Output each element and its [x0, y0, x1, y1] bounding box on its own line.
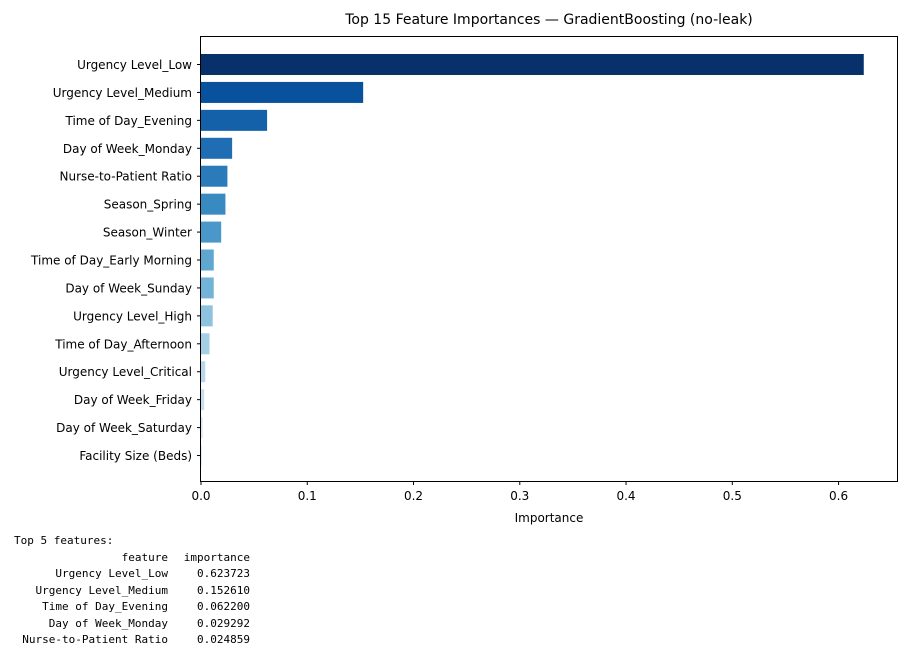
y-tick-label: Season_Spring	[104, 198, 192, 212]
bar	[201, 333, 210, 355]
y-tick-label: Urgency Level_High	[73, 309, 192, 323]
console-row: Nurse-to-Patient Ratio 0.024859	[14, 632, 250, 649]
bar	[201, 361, 206, 383]
feature-importance-chart: Top 15 Feature Importances — GradientBoo…	[30, 12, 898, 525]
y-tick-label: Nurse-to-Patient Ratio	[60, 170, 193, 184]
console-importance: 0.062200	[197, 600, 250, 613]
bar	[201, 445, 203, 467]
console-feature: Day of Week_Monday	[48, 616, 168, 630]
x-tick-label: 0.2	[404, 489, 423, 503]
console-output: Top 5 features: feature importance Urgency …	[14, 533, 250, 649]
bar	[201, 137, 233, 159]
x-ticks: 0.0 0.1 0.2 0.3 0.4 0.5 0.6	[191, 481, 848, 503]
console-importance: 0.152610	[197, 583, 250, 597]
y-tick-label: Time of Day_Afternoon	[54, 337, 192, 351]
x-tick-label: 0.3	[510, 489, 529, 503]
console-row: Urgency Level_Low 0.623723	[14, 566, 250, 583]
bar	[201, 389, 205, 411]
bar	[201, 109, 268, 131]
x-tick-label: 0.5	[723, 489, 742, 503]
y-tick-label: Season_Winter	[103, 226, 192, 240]
console-row: Day of Week_Monday 0.029292	[14, 616, 250, 633]
plot-frame	[200, 36, 898, 482]
console-feature: Urgency Level_Medium	[35, 583, 168, 597]
bar	[201, 305, 213, 327]
console-importance: 0.024859	[197, 633, 250, 646]
x-axis-label: Importance	[515, 511, 584, 525]
bar	[201, 165, 228, 187]
bar	[201, 81, 364, 103]
bar	[201, 54, 864, 75]
console-importance: 0.029292	[197, 616, 250, 630]
x-tick-label: 0.6	[829, 489, 848, 503]
x-tick-label: 0.0	[191, 489, 210, 503]
y-tick-label: Day of Week_Sunday	[65, 281, 192, 295]
y-tick-label: Time of Day_Early Morning	[30, 254, 192, 268]
column-header-feature: feature	[121, 550, 168, 564]
y-tick-label: Urgency Level_Critical	[59, 365, 192, 379]
bar	[201, 417, 203, 439]
y-tick-label: Day of Week_Monday	[63, 142, 192, 156]
chart-title: Top 15 Feature Importances — GradientBoo…	[344, 12, 753, 28]
console-heading: Top 5 features:	[14, 534, 114, 547]
console-row: Time of Day_Evening 0.062200	[14, 599, 250, 616]
bar	[201, 277, 214, 299]
column-header-importance: importance	[183, 550, 250, 564]
y-tick-label: Urgency Level_Medium	[53, 86, 192, 100]
console-row: Urgency Level_Medium 0.152610	[14, 583, 250, 600]
x-tick-label: 0.4	[616, 489, 635, 503]
console-header-row: feature importance	[14, 550, 250, 567]
console-feature: Nurse-to-Patient Ratio	[22, 633, 168, 646]
bars-group	[201, 54, 864, 467]
y-tick-label: Urgency Level_Low	[77, 58, 192, 72]
y-tick-labels: Urgency Level_Low Urgency Level_Medium Tim…	[30, 58, 201, 463]
console-feature: Time of Day_Evening	[42, 600, 168, 613]
bar	[201, 249, 214, 271]
bar	[201, 193, 226, 215]
y-tick-label: Day of Week_Friday	[74, 393, 192, 407]
x-tick-label: 0.1	[298, 489, 317, 503]
y-tick-label: Facility Size (Beds)	[79, 449, 192, 463]
console-importance: 0.623723	[197, 567, 250, 580]
bar	[201, 221, 222, 243]
y-tick-label: Time of Day_Evening	[65, 114, 193, 128]
console-feature: Urgency Level_Low	[55, 567, 168, 580]
y-tick-label: Day of Week_Saturday	[56, 421, 192, 435]
